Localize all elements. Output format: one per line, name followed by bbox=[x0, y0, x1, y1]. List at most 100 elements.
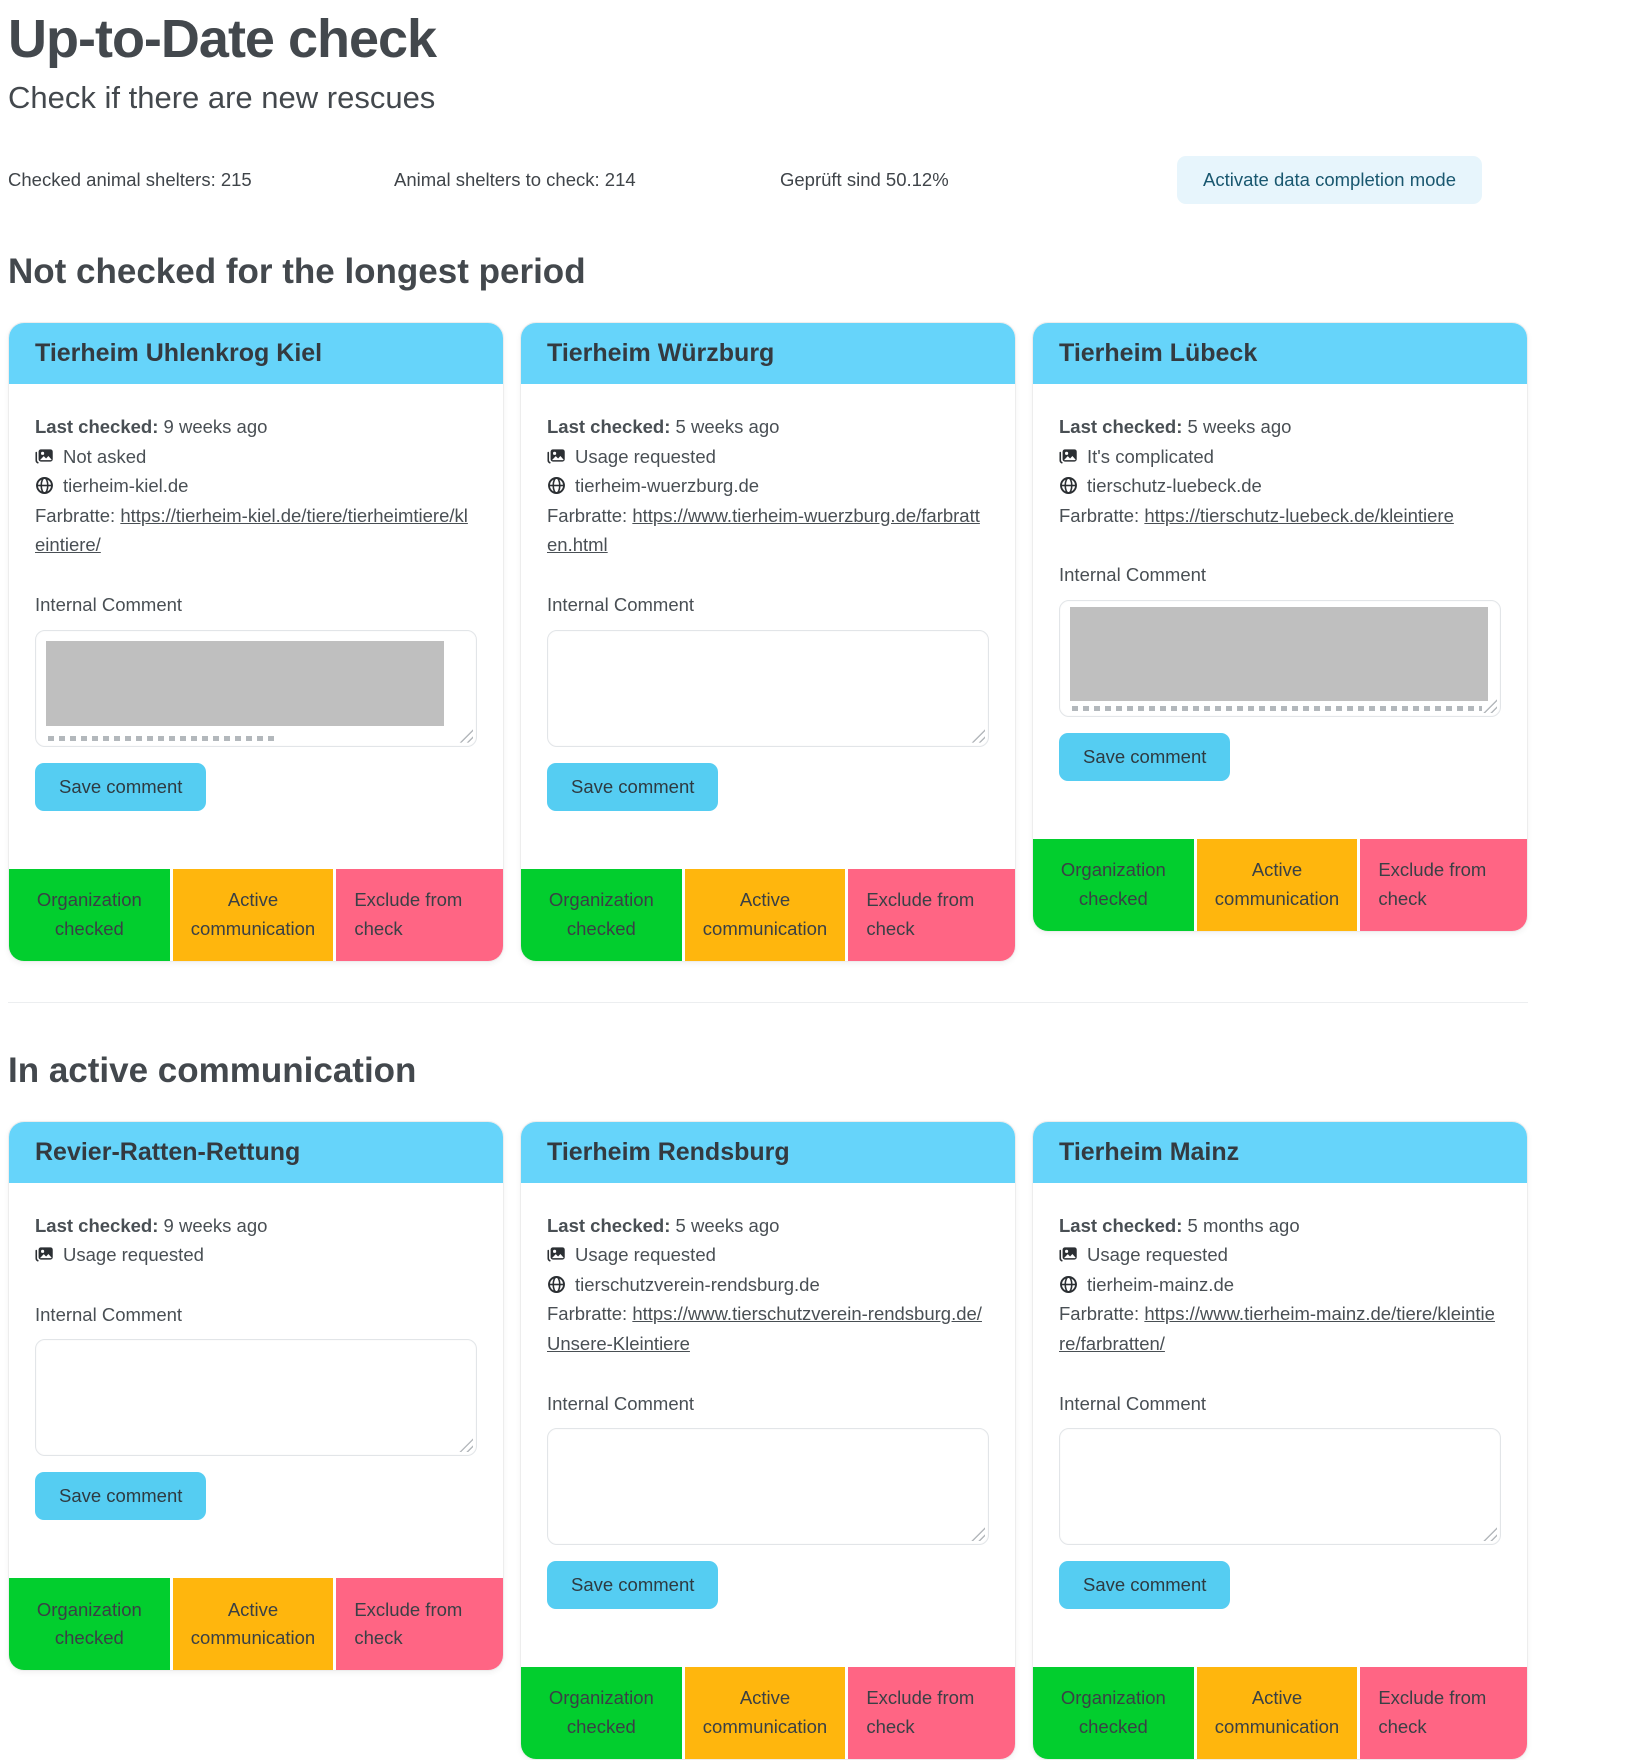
save-comment-button[interactable]: Save comment bbox=[547, 1561, 719, 1610]
internal-comment-box bbox=[1059, 1428, 1501, 1546]
activate-data-completion-button[interactable]: Activate data completion mode bbox=[1177, 156, 1482, 204]
organization-checked-button[interactable]: Organization checked bbox=[1033, 1667, 1194, 1760]
card-actions: Organization checked Active communicatio… bbox=[1033, 838, 1527, 931]
card-actions: Organization checked Active communicatio… bbox=[1033, 1667, 1527, 1760]
organization-checked-button[interactable]: Organization checked bbox=[521, 1667, 682, 1760]
card-actions: Organization checked Active communicatio… bbox=[521, 1667, 1015, 1760]
section-divider bbox=[8, 1001, 1528, 1003]
website: tierschutz-luebeck.de bbox=[1087, 475, 1262, 497]
usage-status-line: Usage requested bbox=[1059, 1240, 1501, 1270]
card-actions: Organization checked Active communicatio… bbox=[9, 868, 503, 961]
card-title: Tierheim Uhlenkrog Kiel bbox=[9, 323, 503, 384]
card-title: Tierheim Mainz bbox=[1033, 1121, 1527, 1183]
exclude-from-check-button[interactable]: Exclude from check bbox=[336, 1578, 503, 1671]
active-communication-button[interactable]: Active communication bbox=[172, 868, 334, 961]
cards-row-active-communication: Revier-Ratten-Rettung Last checked: 9 we… bbox=[8, 1120, 1528, 1760]
internal-comment-textarea[interactable] bbox=[548, 630, 988, 746]
shelter-card-luebeck: Tierheim Lübeck Last checked: 5 weeks ag… bbox=[1032, 322, 1528, 932]
save-comment-button[interactable]: Save comment bbox=[547, 762, 719, 811]
internal-comment-label: Internal Comment bbox=[547, 1392, 695, 1414]
usage-status-line: It's complicated bbox=[1059, 442, 1501, 472]
internal-comment-box bbox=[35, 629, 477, 747]
active-communication-button[interactable]: Active communication bbox=[684, 1667, 846, 1760]
page-subtitle: Check if there are new rescues bbox=[8, 80, 436, 115]
organization-checked-button[interactable]: Organization checked bbox=[9, 868, 170, 961]
exclude-from-check-button[interactable]: Exclude from check bbox=[848, 868, 1015, 961]
website-line: tierschutzverein-rendsburg.de bbox=[547, 1270, 989, 1300]
internal-comment-box bbox=[35, 1339, 477, 1457]
organization-checked-button[interactable]: Organization checked bbox=[521, 868, 682, 961]
usage-status: Usage requested bbox=[575, 1244, 716, 1266]
farbratte-link[interactable]: https://www.tierheim-wuerzburg.de/farbra… bbox=[547, 504, 980, 556]
usage-status: It's complicated bbox=[1087, 445, 1214, 467]
website-line: tierheim-kiel.de bbox=[35, 471, 477, 501]
farbratte-line: Farbratte: https://www.tierheim-mainz.de… bbox=[1059, 1303, 1495, 1354]
globe-icon bbox=[547, 476, 566, 495]
internal-comment-box bbox=[547, 1428, 989, 1546]
card-title: Revier-Ratten-Rettung bbox=[9, 1121, 503, 1183]
section-heading-active-communication: In active communication bbox=[8, 1050, 417, 1090]
organization-checked-button[interactable]: Organization checked bbox=[9, 1578, 170, 1671]
comment-redaction-overlay bbox=[1070, 606, 1488, 701]
stat-shelters-to-check: Animal shelters to check: 214 bbox=[394, 169, 636, 190]
active-communication-button[interactable]: Active communication bbox=[1196, 1667, 1358, 1760]
globe-icon bbox=[547, 1275, 566, 1294]
active-communication-button[interactable]: Active communication bbox=[1196, 838, 1358, 931]
card-actions: Organization checked Active communicatio… bbox=[521, 868, 1015, 961]
card-title: Tierheim Lübeck bbox=[1033, 323, 1527, 384]
internal-comment-label: Internal Comment bbox=[35, 593, 183, 615]
farbratte-link[interactable]: https://tierheim-kiel.de/tiere/tierheimt… bbox=[35, 504, 468, 556]
comment-redaction-overlay bbox=[46, 640, 444, 726]
last-checked-line: Last checked: 5 weeks ago bbox=[1059, 416, 1292, 437]
internal-comment-label: Internal Comment bbox=[547, 593, 695, 615]
image-icon bbox=[35, 447, 54, 466]
farbratte-link[interactable]: https://tierschutz-luebeck.de/kleintiere bbox=[1144, 504, 1454, 526]
internal-comment-textarea[interactable] bbox=[1060, 1429, 1500, 1545]
image-icon bbox=[547, 1245, 566, 1264]
farbratte-line: Farbratte: https://tierschutz-luebeck.de… bbox=[1059, 504, 1454, 526]
globe-icon bbox=[1059, 1275, 1078, 1294]
internal-comment-textarea[interactable] bbox=[36, 1340, 476, 1456]
image-icon bbox=[1059, 1245, 1078, 1264]
shelter-card-kiel: Tierheim Uhlenkrog Kiel Last checked: 9 … bbox=[8, 322, 504, 962]
usage-status-line: Usage requested bbox=[547, 442, 989, 472]
exclude-from-check-button[interactable]: Exclude from check bbox=[1360, 838, 1527, 931]
website: tierheim-wuerzburg.de bbox=[575, 475, 760, 497]
section-heading-not-checked: Not checked for the longest period bbox=[8, 252, 586, 291]
website-line: tierschutz-luebeck.de bbox=[1059, 471, 1501, 501]
last-checked-line: Last checked: 9 weeks ago bbox=[35, 416, 268, 437]
exclude-from-check-button[interactable]: Exclude from check bbox=[336, 868, 503, 961]
active-communication-button[interactable]: Active communication bbox=[172, 1578, 334, 1671]
shelter-card-mainz: Tierheim Mainz Last checked: 5 months ag… bbox=[1032, 1120, 1528, 1760]
save-comment-button[interactable]: Save comment bbox=[35, 762, 207, 811]
internal-comment-textarea[interactable] bbox=[548, 1429, 988, 1545]
save-comment-button[interactable]: Save comment bbox=[35, 1472, 207, 1521]
usage-status-line: Not asked bbox=[35, 442, 477, 472]
usage-status: Usage requested bbox=[63, 1244, 204, 1266]
save-comment-button[interactable]: Save comment bbox=[1059, 1561, 1231, 1610]
exclude-from-check-button[interactable]: Exclude from check bbox=[1360, 1667, 1527, 1760]
card-actions: Organization checked Active communicatio… bbox=[9, 1578, 503, 1671]
internal-comment-label: Internal Comment bbox=[1059, 1392, 1207, 1414]
redacted-text-sliver bbox=[1072, 705, 1482, 711]
website: tierschutzverein-rendsburg.de bbox=[575, 1273, 820, 1295]
last-checked-line: Last checked: 5 weeks ago bbox=[547, 416, 780, 437]
usage-status: Usage requested bbox=[1087, 1244, 1228, 1266]
usage-status-line: Usage requested bbox=[35, 1240, 477, 1270]
website-line: tierheim-mainz.de bbox=[1059, 1270, 1501, 1300]
organization-checked-button[interactable]: Organization checked bbox=[1033, 838, 1194, 931]
card-title: Tierheim Würzburg bbox=[521, 323, 1015, 384]
image-icon bbox=[35, 1245, 54, 1264]
cards-row-not-checked: Tierheim Uhlenkrog Kiel Last checked: 9 … bbox=[8, 322, 1528, 962]
save-comment-button[interactable]: Save comment bbox=[1059, 732, 1231, 781]
internal-comment-box bbox=[547, 629, 989, 747]
shelter-card-rendsburg: Tierheim Rendsburg Last checked: 5 weeks… bbox=[520, 1120, 1016, 1760]
image-icon bbox=[1059, 447, 1078, 466]
active-communication-button[interactable]: Active communication bbox=[684, 868, 846, 961]
shelter-card-wuerzburg: Tierheim Würzburg Last checked: 5 weeks … bbox=[520, 322, 1016, 962]
farbratte-line: Farbratte: https://tierheim-kiel.de/tier… bbox=[35, 504, 468, 556]
shelter-card-revier-ratten-rettung: Revier-Ratten-Rettung Last checked: 9 we… bbox=[8, 1120, 504, 1672]
internal-comment-label: Internal Comment bbox=[35, 1303, 183, 1325]
exclude-from-check-button[interactable]: Exclude from check bbox=[848, 1667, 1015, 1760]
